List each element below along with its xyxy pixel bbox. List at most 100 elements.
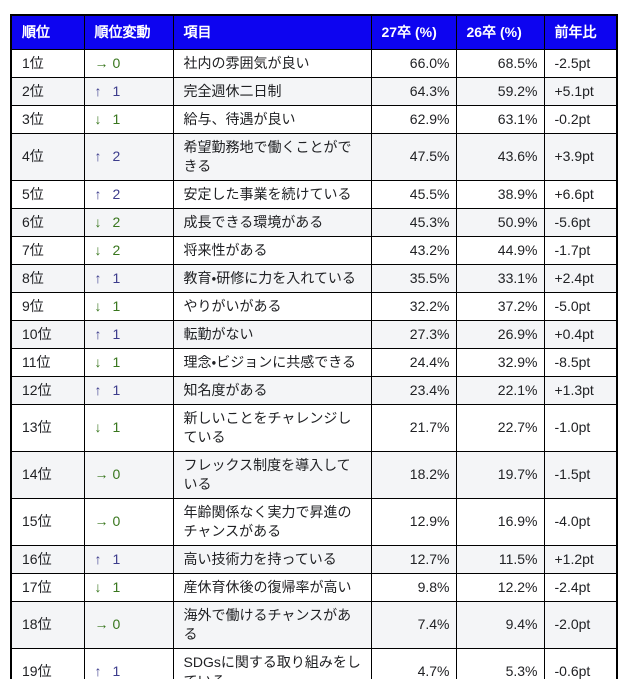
table-row: 19位 ↑1 SDGsに関する取り組みをしている 4.7% 5.3% -0.6p… — [10, 647, 618, 679]
pct26-cell: 9.4% — [455, 600, 545, 649]
pct27-cell: 35.5% — [370, 263, 457, 293]
yoy-cell: -5.6pt — [543, 207, 618, 237]
column-header-pct26: 26卒 (%) — [455, 14, 545, 50]
rank-change-cell: → 0 — [83, 497, 174, 546]
rank-change-cell: ↓ 2 — [83, 235, 174, 265]
rank-change-arrow-icon: ↑ — [94, 550, 102, 567]
item-cell: 安定した事業を続けている — [172, 179, 372, 209]
rank-change-arrow-icon: ↓ — [94, 419, 102, 435]
table-row: 8位 ↑ 1 教育・研修に力を入れている 35.5% 33.1% +2.4pt — [10, 263, 618, 293]
item-cell: 完全週休二日制 — [172, 76, 372, 106]
rank-change-arrow-icon: ↓ — [94, 297, 102, 314]
pct26-cell: 38.9% — [455, 179, 545, 209]
yoy-cell: -4.0pt — [543, 497, 618, 546]
pct27-cell: 4.7% — [370, 647, 457, 679]
rank-cell: 6位 — [10, 207, 85, 237]
rank-change-cell: ↑ 1 — [83, 375, 174, 405]
item-cell: SDGsに関する取り組みをしている — [172, 647, 372, 679]
table-row: 16位 ↑ 1 高い技術力を持っている 12.7% 11.5% +1.2pt — [10, 544, 618, 574]
rank-change-arrow-icon: ↓ — [94, 213, 102, 230]
rank-change-value: 2 — [112, 213, 121, 230]
rank-change-value: 1 — [112, 297, 121, 314]
pct26-cell: 19.7% — [455, 450, 545, 499]
column-header-pct27: 27卒 (%) — [370, 14, 457, 50]
rank-change-value: 1 — [112, 110, 121, 127]
pct27-cell: 32.2% — [370, 291, 457, 321]
rank-change-value: 0 — [112, 54, 121, 71]
rank-cell: 17位 — [10, 572, 85, 602]
yoy-cell: -2.5pt — [543, 48, 618, 78]
pct26-cell: 22.7% — [455, 403, 545, 452]
table-row: 11位 ↓ 1 理念・ビジョンに共感できる 24.4% 32.9% -8.5pt — [10, 347, 618, 377]
rank-change-arrow-icon: ↑ — [94, 269, 102, 286]
rank-change-cell: ↑ 1 — [83, 319, 174, 349]
pct26-cell: 5.3% — [455, 647, 545, 679]
rank-change-arrow-icon: ↓ — [94, 241, 102, 258]
item-cell: 知名度がある — [172, 375, 372, 405]
table-row: 18位 → 0 海外で働けるチャンスがある 7.4% 9.4% -2.0pt — [10, 600, 618, 649]
rank-cell: 2位 — [10, 76, 85, 106]
yoy-cell: -1.7pt — [543, 235, 618, 265]
yoy-cell: -5.0pt — [543, 291, 618, 321]
rank-cell: 16位 — [10, 544, 85, 574]
rank-change-arrow-icon: ↓ — [94, 578, 102, 595]
rank-change-arrow-icon: ↓ — [94, 353, 102, 370]
rank-change-cell: ↑ 2 — [83, 179, 174, 209]
rank-change-arrow-icon: → — [94, 616, 109, 632]
pct26-cell: 37.2% — [455, 291, 545, 321]
yoy-cell: +1.3pt — [543, 375, 618, 405]
pct26-cell: 50.9% — [455, 207, 545, 237]
rank-change-value: 1 — [112, 381, 121, 398]
rank-change-cell: ↑ 1 — [83, 647, 174, 679]
item-cell: 年齢関係なく実力で昇進のチャンスがある — [172, 497, 372, 546]
rank-change-arrow-icon: → — [94, 466, 109, 482]
column-header-rank: 順位 — [10, 14, 85, 50]
rank-cell: 3位 — [10, 104, 85, 134]
table-header-row: 順位 順位変動 項目 27卒 (%) 26卒 (%) 前年比 — [10, 14, 618, 50]
item-cell: 理念・ビジョンに共感できる — [172, 347, 372, 377]
rank-cell: 12位 — [10, 375, 85, 405]
pct27-cell: 12.9% — [370, 497, 457, 546]
pct26-cell: 63.1% — [455, 104, 545, 134]
rank-change-cell: → 0 — [83, 450, 174, 499]
column-header-item: 項目 — [172, 14, 372, 50]
table-row: 9位 ↓ 1 やりがいがある 32.2% 37.2% -5.0pt — [10, 291, 618, 321]
column-header-yoy: 前年比 — [543, 14, 618, 50]
item-cell: 将来性がある — [172, 235, 372, 265]
yoy-cell: +5.1pt — [543, 76, 618, 106]
item-cell: 社内の雰囲気が良い — [172, 48, 372, 78]
yoy-cell: -1.0pt — [543, 403, 618, 452]
item-cell: 教育・研修に力を入れている — [172, 263, 372, 293]
table-row: 15位 → 0 年齢関係なく実力で昇進のチャンスがある 12.9% 16.9% -… — [10, 497, 618, 546]
yoy-cell: -2.4pt — [543, 572, 618, 602]
yoy-cell: +6.6pt — [543, 179, 618, 209]
pct27-cell: 12.7% — [370, 544, 457, 574]
rank-change-cell: ↓ 1 — [83, 291, 174, 321]
table-row: 12位 ↑ 1 知名度がある 23.4% 22.1% +1.3pt — [10, 375, 618, 405]
rank-change-cell: ↓ 1 — [83, 403, 174, 452]
table-row: 14位 → 0 フレックス制度を導入している 18.2% 19.7% -1.5pt — [10, 450, 618, 499]
rank-change-value: 1 — [112, 663, 121, 679]
table-row: 1位 → 0 社内の雰囲気が良い 66.0% 68.5% -2.5pt — [10, 48, 618, 78]
item-cell: 高い技術力を持っている — [172, 544, 372, 574]
table-row: 3位 ↓ 1 給与、待遇が良い 62.9% 63.1% -0.2pt — [10, 104, 618, 134]
yoy-cell: +2.4pt — [543, 263, 618, 293]
rank-cell: 8位 — [10, 263, 85, 293]
pct26-cell: 32.9% — [455, 347, 545, 377]
pct26-cell: 22.1% — [455, 375, 545, 405]
rank-change-value: 0 — [112, 616, 121, 632]
rank-change-value: 2 — [112, 185, 121, 202]
table-row: 13位 ↓ 1 新しいことをチャレンジしている 21.7% 22.7% -1.0p… — [10, 403, 618, 452]
table-row: 10位 ↑ 1 転勤がない 27.3% 26.9% +0.4pt — [10, 319, 618, 349]
rank-change-arrow-icon: ↑ — [94, 185, 102, 202]
rank-change-arrow-icon: → — [94, 54, 109, 71]
item-cell: 給与、待遇が良い — [172, 104, 372, 134]
pct26-cell: 33.1% — [455, 263, 545, 293]
rank-change-arrow-icon: ↑ — [94, 148, 102, 164]
rank-change-value: 0 — [112, 513, 121, 529]
item-cell: 成長できる環境がある — [172, 207, 372, 237]
rank-cell: 9位 — [10, 291, 85, 321]
rank-change-value: 1 — [112, 325, 121, 342]
rank-change-cell: ↓ 1 — [83, 572, 174, 602]
